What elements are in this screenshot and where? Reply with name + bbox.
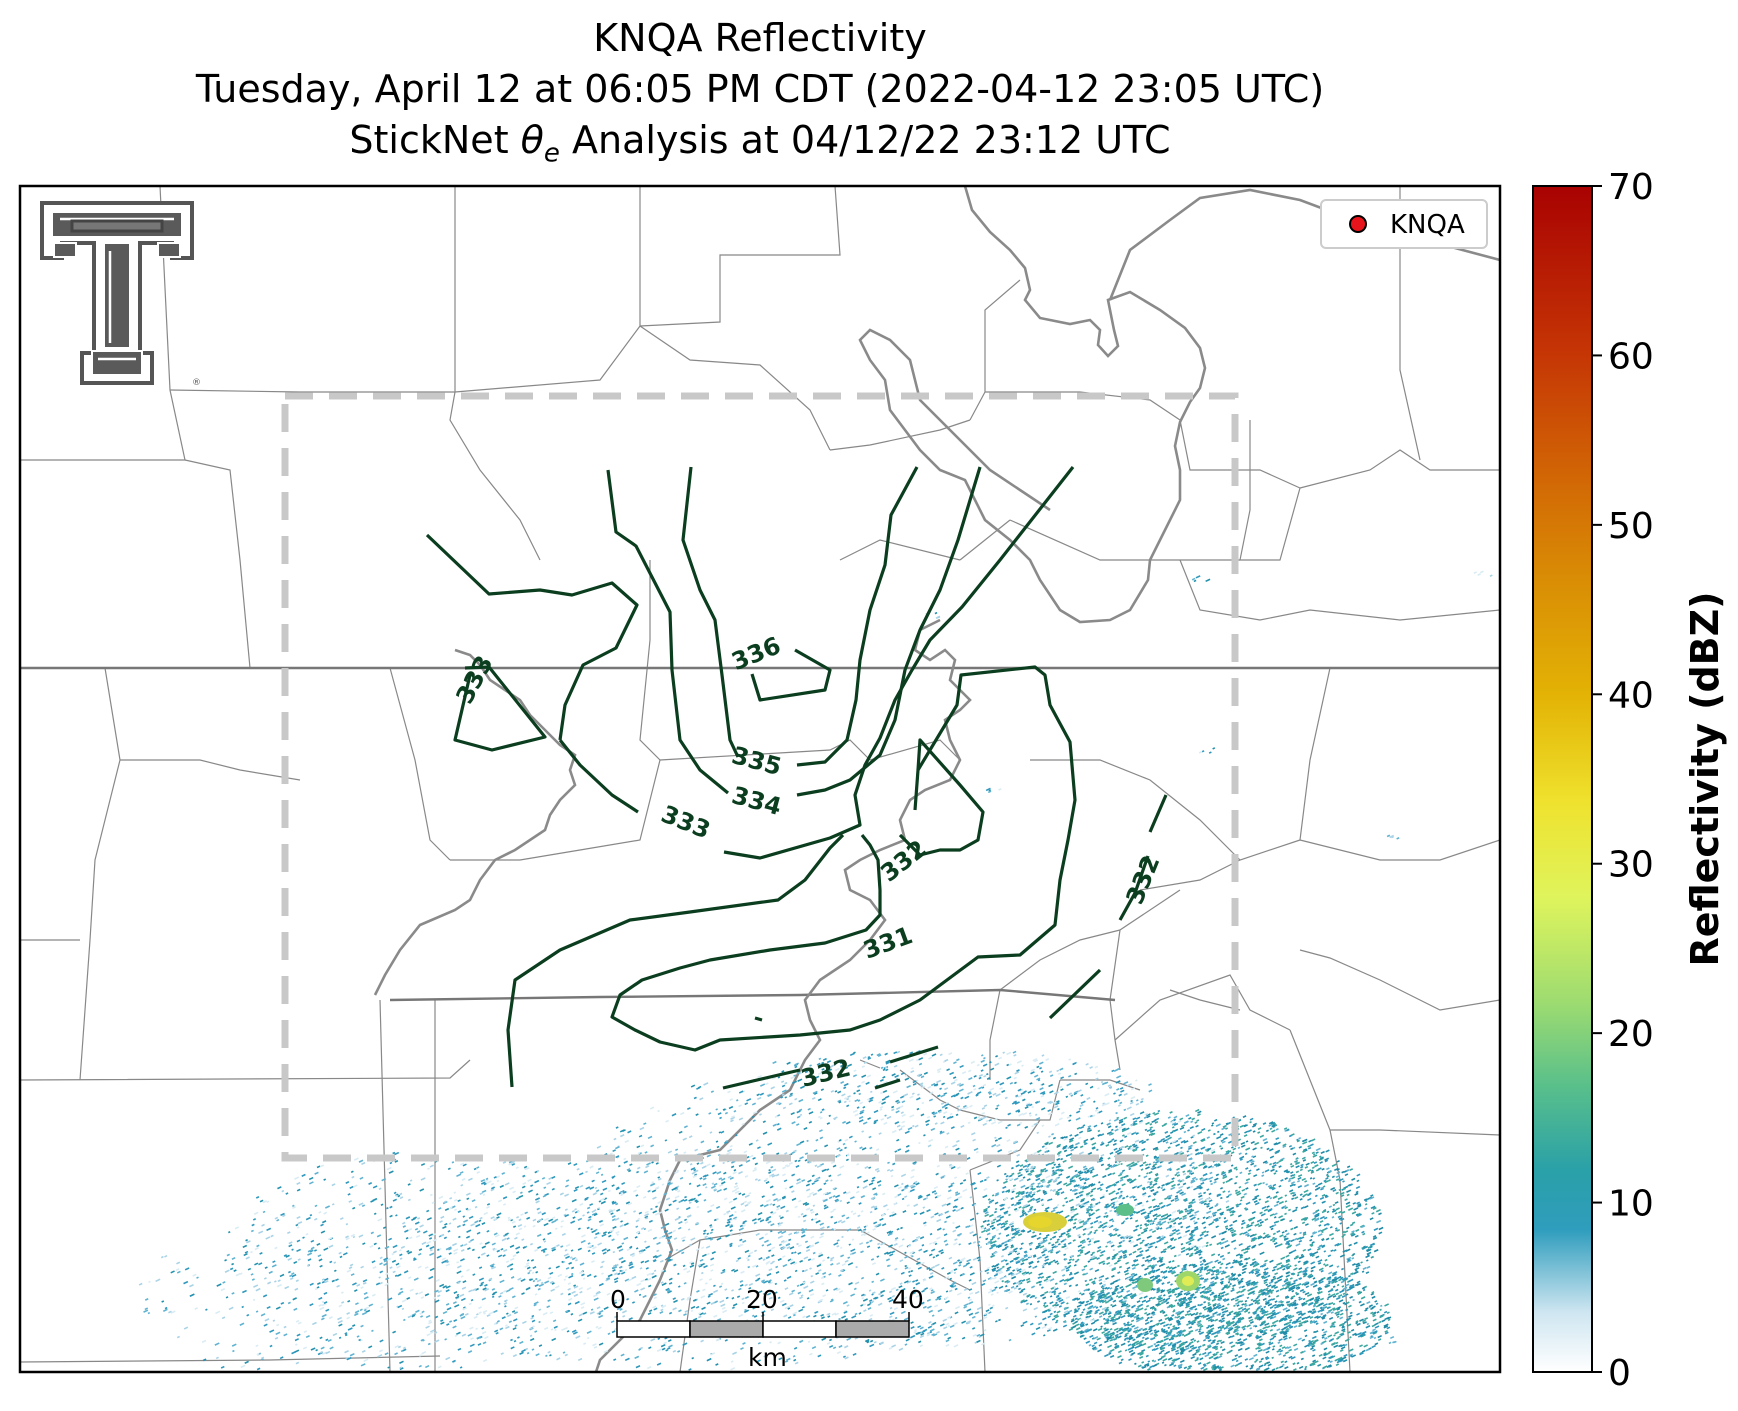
scale-tick-40: 40 bbox=[892, 1285, 924, 1314]
county-boundaries bbox=[20, 186, 1500, 1372]
scale-unit: km bbox=[748, 1343, 787, 1372]
contour-label-332-center: 332 bbox=[875, 835, 932, 888]
legend-label: KNQA bbox=[1390, 210, 1465, 240]
plot-title: KNQA Reflectivity bbox=[593, 16, 927, 60]
contour-332-upper-c bbox=[898, 738, 985, 857]
contour-332-upper-a bbox=[506, 833, 845, 1088]
contour-334-a bbox=[606, 469, 730, 795]
reflectivity-field bbox=[138, 570, 1493, 1372]
map-frame bbox=[18, 184, 1502, 1374]
contour-332-east-seg bbox=[1118, 855, 1150, 921]
analysis-domain-box bbox=[281, 392, 1239, 1162]
contour-333-west-left bbox=[453, 665, 547, 752]
contour-335-b bbox=[796, 466, 919, 767]
contour-label-336: 336 bbox=[728, 631, 785, 676]
plot-subtitle-analysis: StickNet θe Analysis at 04/12/22 23:12 U… bbox=[349, 118, 1171, 169]
contour-332-upper-b bbox=[610, 665, 1077, 1052]
plot-subtitle-time: Tuesday, April 12 at 06:05 PM CDT (2022-… bbox=[195, 67, 1325, 111]
colorbar-tick-label: 40 bbox=[1608, 675, 1654, 716]
radar-site-marker-icon bbox=[1349, 215, 1367, 233]
colorbar-label: Reflectivity (dBZ) bbox=[1683, 591, 1727, 966]
colorbar-tick-label: 10 bbox=[1608, 1184, 1654, 1225]
colorbar-tick-label: 0 bbox=[1608, 1353, 1631, 1394]
contour-labels: 336 335 334 333 333 332 332 332 331 bbox=[450, 631, 1165, 1092]
colorbar-gradient bbox=[1532, 185, 1593, 1373]
radar-site-legend: KNQA bbox=[1320, 199, 1488, 249]
contour-332-se-seg bbox=[1048, 968, 1102, 1020]
contour-332-south bbox=[722, 1068, 801, 1090]
scale-bar: 0 20 40 km bbox=[610, 1285, 924, 1372]
contour-332-south-tick bbox=[874, 1078, 901, 1090]
state-boundaries bbox=[20, 666, 1500, 1002]
colorbar-tick-label: 50 bbox=[1608, 506, 1654, 547]
colorbar: 0 10 20 30 40 50 60 70 Reflectivity (dBZ) bbox=[1532, 167, 1727, 1394]
contour-335-a bbox=[681, 466, 740, 758]
contour-333-main-a bbox=[558, 739, 639, 814]
contour-333-main-b bbox=[723, 466, 1075, 860]
contour-label-334: 334 bbox=[729, 781, 785, 821]
contour-332-south-b bbox=[889, 1045, 939, 1064]
scale-tick-20: 20 bbox=[746, 1285, 778, 1314]
contour-blob bbox=[754, 1016, 763, 1022]
contour-332-east-top bbox=[1148, 794, 1168, 833]
texas-tech-double-t-logo: ® bbox=[40, 201, 201, 388]
rivers bbox=[373, 186, 1500, 1372]
scale-tick-0: 0 bbox=[610, 1285, 626, 1314]
contour-334-b bbox=[796, 466, 982, 797]
colorbar-ticks: 0 10 20 30 40 50 60 70 bbox=[1592, 167, 1654, 1394]
contour-label-335: 335 bbox=[729, 741, 785, 781]
colorbar-tick-label: 30 bbox=[1608, 845, 1654, 886]
contour-333-north bbox=[425, 533, 639, 741]
contour-label-332-east: 332 bbox=[1121, 851, 1166, 908]
theta-e-contours bbox=[425, 466, 1168, 1090]
colorbar-tick-label: 20 bbox=[1608, 1014, 1654, 1055]
reflectivity-cores bbox=[1023, 1204, 1200, 1292]
contour-336 bbox=[750, 648, 832, 702]
colorbar-tick-label: 70 bbox=[1608, 167, 1654, 208]
colorbar-tick-label: 60 bbox=[1608, 336, 1654, 377]
contour-label-333-lower: 333 bbox=[657, 800, 714, 845]
